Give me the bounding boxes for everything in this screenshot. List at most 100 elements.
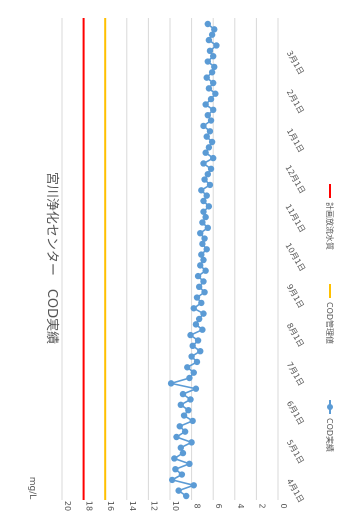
data-point [198, 187, 205, 194]
data-point [192, 385, 200, 392]
data-point [210, 106, 217, 114]
data-point [210, 52, 217, 60]
legend-label: 計画放流水質 [325, 202, 335, 250]
data-point [205, 144, 213, 151]
data-point [185, 406, 192, 414]
x-tick-label: 11月1日 [283, 203, 306, 235]
data-point [172, 465, 179, 473]
data-point [203, 74, 210, 81]
data-point [211, 26, 218, 33]
data-point [175, 487, 182, 494]
data-point [200, 208, 207, 215]
data-point [213, 42, 220, 49]
data-point [201, 176, 208, 183]
x-tick-label: 3月1日 [285, 49, 306, 76]
data-point [177, 444, 184, 451]
data-point [207, 117, 215, 124]
data-point [200, 160, 207, 167]
y-tick-label: 10 [171, 501, 180, 511]
data-point [204, 224, 211, 232]
y-tick-label: 4 [236, 503, 245, 508]
x-tick-label: 5月1日 [285, 438, 306, 465]
data-point [193, 358, 201, 366]
data-point [207, 165, 215, 173]
data-point [211, 63, 218, 71]
y-tick-label: 16 [106, 501, 115, 511]
data-point [173, 433, 180, 441]
cod-series [167, 20, 220, 500]
data-point [203, 246, 210, 253]
x-tick-label: 10月1日 [283, 242, 306, 274]
y-tick-label: 8 [193, 503, 202, 508]
y-tick-label: 12 [149, 501, 158, 511]
data-point [168, 476, 176, 484]
data-point [198, 251, 205, 258]
x-tick-label: 7月1日 [285, 360, 306, 387]
data-point [203, 133, 210, 140]
data-point [208, 69, 216, 76]
legend-label: COD実績 [325, 418, 335, 452]
data-point [197, 229, 204, 237]
x-tick-label: 12月1日 [283, 164, 306, 196]
data-point [195, 283, 203, 291]
data-point [189, 342, 196, 350]
data-point [198, 299, 205, 307]
data-point [192, 321, 200, 328]
legend-marker [327, 404, 333, 410]
data-point [199, 240, 206, 248]
data-point [180, 412, 188, 419]
x-tick-label: 2月1日 [285, 88, 306, 115]
data-point [187, 396, 194, 403]
data-point [206, 128, 214, 135]
data-point [184, 364, 191, 371]
legend: COD実績 COD管理値 計画放流水質 [325, 184, 335, 452]
y-tick-label: 20 [63, 501, 72, 511]
x-tick-labels: 4月1日 5月1日 6月1日 7月1日 8月1日 9月1日 10月1日 11月1日 12月1日 1… [283, 49, 306, 504]
data-point [179, 449, 187, 457]
data-point [193, 294, 201, 301]
data-point [187, 331, 194, 339]
data-point [194, 337, 202, 344]
data-point [176, 423, 183, 430]
x-tick-label: 1月1日 [285, 127, 306, 154]
data-point [186, 374, 193, 382]
x-tick-label: 8月1日 [285, 322, 306, 349]
data-point [188, 439, 195, 446]
data-point [179, 390, 187, 398]
data-point [200, 122, 207, 130]
data-point [190, 482, 197, 489]
data-point [205, 203, 213, 210]
data-point [178, 471, 186, 478]
data-point [190, 305, 197, 312]
data-point [194, 272, 202, 280]
data-point [195, 315, 203, 323]
data-point [200, 256, 207, 264]
data-point [205, 36, 213, 44]
data-point [204, 20, 211, 28]
y-tick-labels: 0 2 4 6 8 10 12 14 16 18 20 [63, 501, 288, 511]
data-point [177, 401, 184, 409]
data-point [200, 197, 207, 205]
data-point [181, 428, 189, 435]
data-point [202, 101, 209, 108]
data-point [199, 219, 206, 226]
x-tick-label: 9月1日 [285, 283, 306, 310]
legend-label: COD管理値 [325, 302, 335, 344]
y-tick-label: 0 [279, 503, 288, 508]
data-point [208, 138, 216, 146]
data-point [200, 310, 207, 317]
data-point [204, 58, 211, 65]
data-point [208, 31, 216, 38]
gridlines [61, 18, 279, 500]
x-tick-label: 4月1日 [285, 477, 306, 504]
data-point [212, 90, 219, 97]
data-point [199, 326, 206, 333]
reference-lines [82, 18, 107, 500]
data-point [202, 213, 209, 221]
data-point [201, 235, 208, 242]
y-tick-label: 2 [257, 503, 266, 508]
data-point [210, 79, 217, 87]
data-point [210, 154, 217, 162]
data-point [190, 369, 197, 376]
